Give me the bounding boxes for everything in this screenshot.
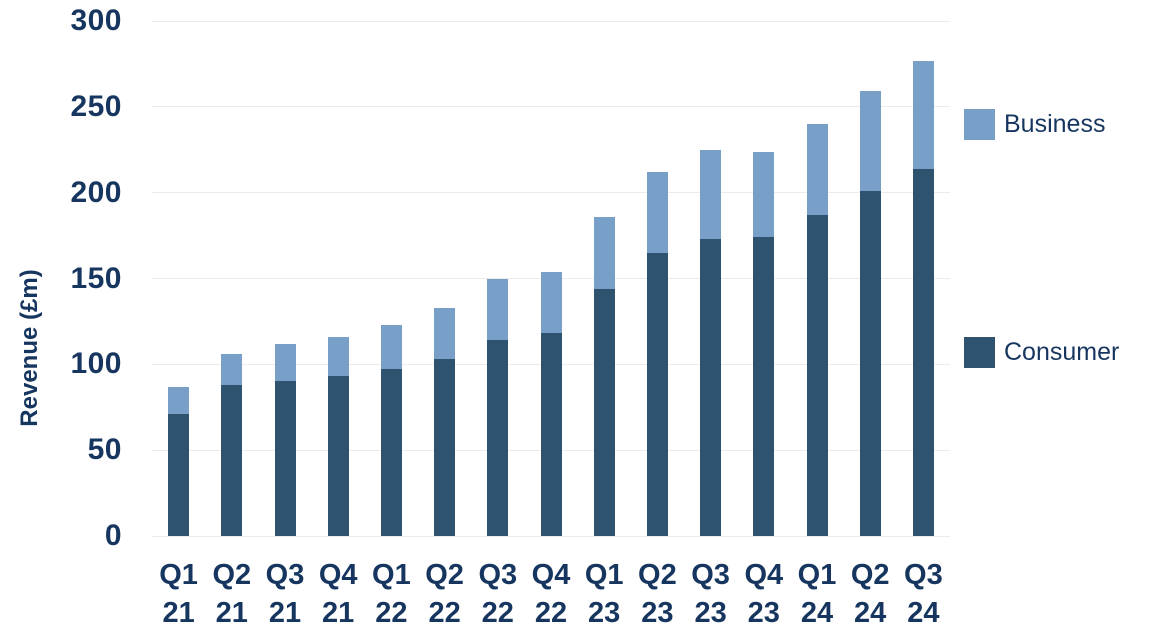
legend-label-business: Business <box>1004 110 1106 138</box>
segment-consumer <box>700 239 722 537</box>
segment-consumer <box>221 384 243 536</box>
segment-business <box>327 336 349 377</box>
segment-consumer <box>327 376 349 536</box>
x-label-q3-21: Q3 21 <box>265 559 305 629</box>
x-label-q2-22: Q2 22 <box>425 559 464 629</box>
y-tick-300: 300 <box>70 4 122 37</box>
x-label-q4-23: Q4 23 <box>744 559 784 629</box>
x-label-q3-23: Q3 23 <box>691 559 730 629</box>
segment-consumer <box>912 168 934 536</box>
segment-consumer <box>380 369 402 536</box>
x-label-q1-21: Q1 21 <box>159 559 198 629</box>
x-label-q2-23: Q2 23 <box>638 559 677 629</box>
segment-consumer <box>646 252 668 536</box>
legend-item-consumer: Consumer <box>964 337 1119 368</box>
segment-business <box>540 271 562 334</box>
y-tick-100: 100 <box>70 347 122 381</box>
bar-q2-24 <box>859 91 881 536</box>
bar-q4-22 <box>540 271 562 536</box>
y-tick-50: 50 <box>87 433 122 467</box>
segment-business <box>806 124 828 215</box>
segment-business <box>753 151 775 238</box>
gridline-300 <box>152 20 950 22</box>
x-label-q2-21: Q2 21 <box>212 559 252 629</box>
gridline-200 <box>152 192 950 194</box>
segment-business <box>274 343 296 382</box>
legend-item-business: Business <box>964 109 1105 140</box>
legend-swatch-consumer <box>964 337 995 368</box>
x-label-q3-24: Q3 24 <box>904 559 943 629</box>
x-label-q1-23: Q1 23 <box>584 559 624 629</box>
x-label-q2-24: Q2 24 <box>850 559 890 629</box>
bar-q4-23 <box>753 151 775 537</box>
gridline-0 <box>152 535 950 537</box>
x-label-q1-22: Q1 22 <box>372 559 411 629</box>
x-label-q4-21: Q4 21 <box>318 559 358 629</box>
segment-consumer <box>434 359 456 536</box>
segment-business <box>380 324 402 370</box>
bar-q1-23 <box>593 216 615 536</box>
y-tick-0: 0 <box>104 519 122 552</box>
y-tick-200: 200 <box>70 175 122 209</box>
segment-business <box>221 354 243 385</box>
segment-consumer <box>274 381 296 536</box>
segment-consumer <box>753 237 775 536</box>
segment-business <box>859 91 881 191</box>
bar-q3-22 <box>487 278 509 537</box>
bar-q2-22 <box>434 307 456 536</box>
segment-consumer <box>540 333 562 536</box>
segment-business <box>487 278 509 341</box>
bar-q2-23 <box>646 172 668 536</box>
segment-consumer <box>859 190 881 536</box>
gridline-250 <box>152 106 950 108</box>
bar-q2-21 <box>221 354 243 536</box>
segment-business <box>912 60 934 169</box>
x-label-q1-24: Q1 24 <box>797 559 837 629</box>
bar-q1-24 <box>806 124 828 536</box>
segment-consumer <box>593 288 615 536</box>
bar-q3-21 <box>274 343 296 536</box>
bar-q3-23 <box>700 149 722 537</box>
y-tick-150: 150 <box>70 261 122 295</box>
x-label-q3-22: Q3 22 <box>478 559 518 629</box>
bar-q3-24 <box>912 60 934 537</box>
bar-q4-21 <box>327 336 349 536</box>
segment-consumer <box>487 340 509 536</box>
bar-q1-21 <box>168 386 190 536</box>
legend-swatch-business <box>964 109 995 140</box>
segment-business <box>646 172 668 253</box>
segment-business <box>593 216 615 289</box>
x-label-q4-22: Q4 22 <box>531 559 571 629</box>
bar-q1-22 <box>380 324 402 536</box>
segment-business <box>434 307 456 360</box>
y-tick-250: 250 <box>70 89 122 123</box>
legend-label-consumer: Consumer <box>1004 338 1120 366</box>
segment-consumer <box>806 215 828 536</box>
segment-consumer <box>168 414 190 536</box>
segment-business <box>700 149 722 240</box>
segment-business <box>168 386 190 415</box>
